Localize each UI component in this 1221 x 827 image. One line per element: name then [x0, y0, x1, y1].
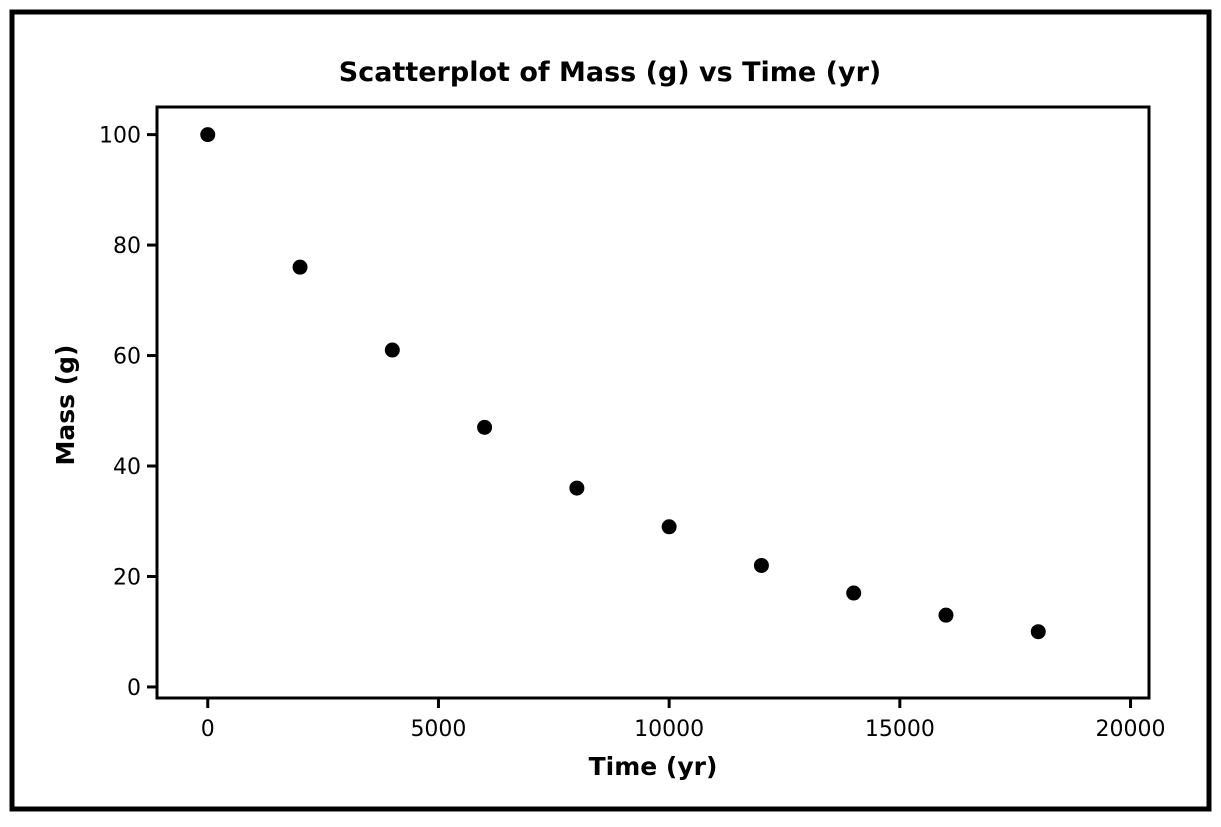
chart-title: Scatterplot of Mass (g) vs Time (yr)	[339, 57, 881, 88]
data-point	[661, 519, 677, 535]
y-axis: 0 20 40 60 80 100	[99, 124, 157, 701]
y-axis-label: Mass (g)	[51, 345, 80, 466]
y-tick-label: 20	[113, 565, 141, 590]
y-tick-label: 40	[113, 455, 141, 480]
plot-area	[155, 105, 1151, 700]
data-point	[200, 127, 216, 143]
data-points	[200, 127, 1046, 640]
data-point	[1030, 624, 1046, 640]
x-tick-label: 15000	[865, 717, 935, 742]
y-tick-label: 80	[113, 234, 141, 259]
data-point	[569, 480, 585, 496]
x-axis-label: Time (yr)	[589, 752, 718, 781]
data-point	[753, 557, 769, 573]
y-tick-label: 60	[113, 345, 141, 370]
data-point	[846, 585, 862, 601]
y-tick-label: 0	[127, 676, 141, 701]
x-tick-label: 5000	[410, 717, 466, 742]
data-point	[938, 607, 954, 623]
x-axis: 0 5000 10000 15000 20000	[201, 698, 1166, 742]
data-point	[477, 419, 493, 435]
x-tick-label: 10000	[634, 717, 704, 742]
data-point	[292, 259, 308, 275]
x-tick-label: 0	[201, 717, 215, 742]
x-tick-label: 20000	[1096, 717, 1166, 742]
data-point	[384, 342, 400, 358]
y-tick-label: 100	[99, 124, 141, 149]
